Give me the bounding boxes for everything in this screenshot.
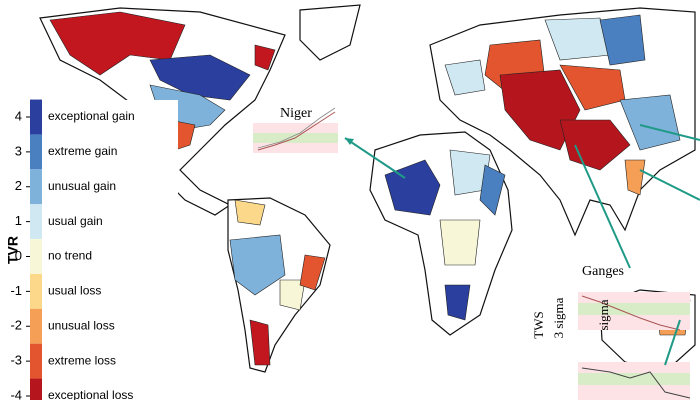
basin: [479, 164, 506, 216]
inset-band: [578, 373, 690, 385]
basin: [234, 199, 266, 226]
basin: [439, 219, 481, 266]
arrow: [664, 319, 681, 366]
basin: [559, 119, 631, 171]
inset-label: Ganges: [582, 264, 624, 279]
tick-label: -4: [10, 387, 22, 400]
tick-label: -3: [10, 353, 22, 368]
colorbar-segment: [30, 99, 42, 135]
tick-label: 1: [15, 213, 22, 228]
basins: [49, 11, 691, 366]
basin: [444, 59, 486, 96]
niger-inset: Niger: [253, 106, 406, 179]
legend-label: extreme gain: [48, 144, 117, 158]
basin: [49, 11, 186, 76]
colorbar-segment: [30, 273, 42, 309]
axis-label: TWS: [531, 311, 546, 338]
basin: [254, 44, 276, 71]
arrow-head: [345, 138, 354, 145]
inset-line: [257, 107, 336, 149]
axis-label: sigma: [596, 299, 611, 330]
tick-label: 4: [15, 108, 22, 123]
colorbar-segment: [30, 239, 42, 274]
legend-label: exceptional gain: [48, 109, 135, 123]
colorbar-segment: [30, 204, 42, 240]
inset-label: Niger: [280, 106, 312, 121]
arrow: [639, 169, 700, 201]
basin: [249, 319, 271, 366]
basin: [229, 234, 286, 296]
basin: [499, 69, 581, 151]
legend-label: extreme loss: [48, 353, 116, 367]
legend: 4 exceptional gain 3 extreme gain 2 unusual g…: [10, 99, 135, 400]
axis-label: 3 sigma: [551, 297, 566, 338]
tick-label: -2: [10, 318, 22, 333]
arrow: [639, 124, 700, 141]
tick-label: 2: [15, 178, 22, 193]
legend-label: unusual gain: [48, 179, 116, 193]
inset-line: [581, 367, 691, 399]
africa: [369, 131, 513, 336]
arrow: [574, 144, 631, 269]
tick-label: 3: [15, 143, 22, 158]
legend-label: no trend: [48, 249, 92, 263]
legend-label: unusual loss: [48, 318, 115, 332]
colorbar-segment: [30, 343, 42, 379]
tick-label: -1: [10, 283, 22, 298]
arrow: [344, 137, 406, 179]
inset-line: [581, 295, 681, 331]
basin: [279, 279, 306, 311]
colorbar-segment: [30, 169, 42, 205]
inset-line: [257, 111, 336, 151]
legend-title: TVR: [5, 236, 21, 264]
legend-bg: [0, 100, 178, 400]
basin: [619, 94, 681, 151]
legend-label: usual gain: [48, 214, 103, 228]
legend-label: exceptional loss: [48, 388, 133, 400]
legend-label: usual loss: [48, 284, 101, 298]
basin: [444, 284, 471, 321]
greenland: [299, 4, 361, 61]
colorbar-segment: [30, 308, 42, 344]
colorbar-segment: [30, 134, 42, 170]
basin: [624, 159, 646, 196]
tick-label: 0: [15, 248, 22, 263]
ganges-inset: Ganges TWS 3 sigma sigma: [531, 124, 700, 400]
basin: [149, 54, 251, 101]
basin: [599, 14, 646, 66]
inset-band: [578, 303, 690, 315]
colorbar-segment: [30, 378, 42, 400]
basin: [299, 254, 326, 291]
